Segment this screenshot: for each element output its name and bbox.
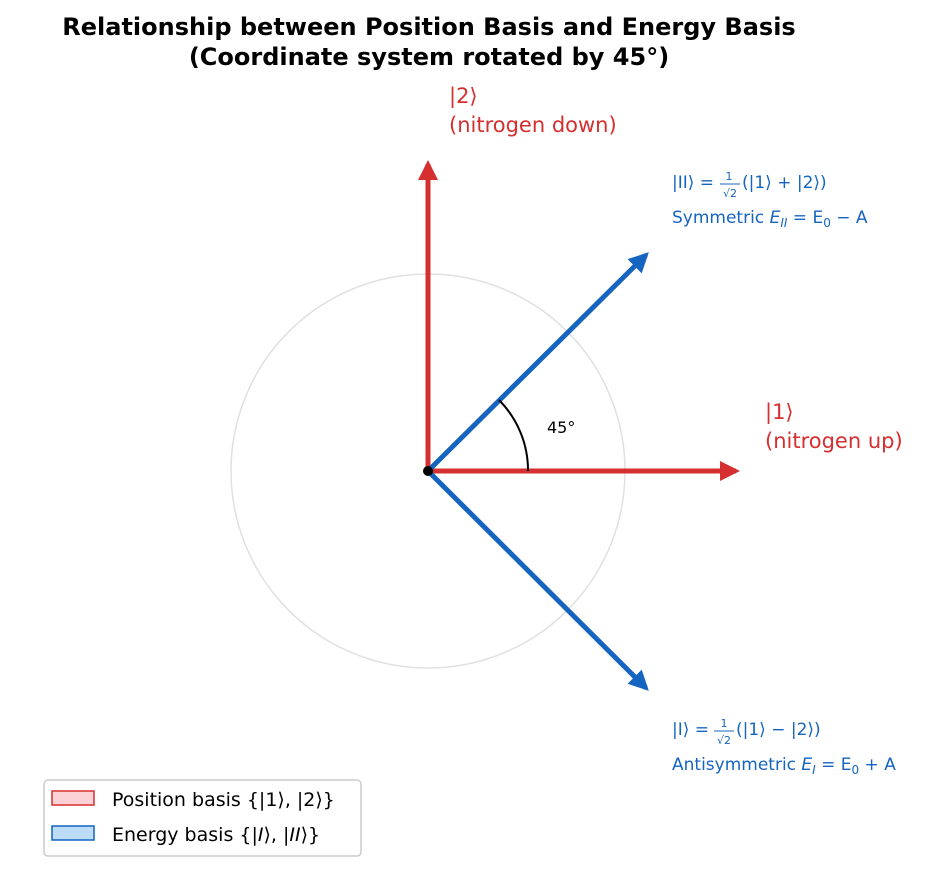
title-line-1: Relationship between Position Basis and … [62, 13, 795, 41]
state-II-energy: Symmetric EII = E0 − A [672, 208, 868, 230]
state-I-annotation: |I⟩ = 1 √2 (|1⟩ − |2⟩) Antisymmetric EI … [672, 717, 896, 777]
legend: Position basis {|1⟩, |2⟩} Energy basis {… [43, 779, 362, 857]
legend-swatch-energy [51, 825, 95, 841]
angle-label: 45° [547, 418, 575, 437]
state-II-frac-numerator: 1 [726, 170, 733, 183]
state-I-equation-lhs: |I⟩ = [672, 720, 709, 740]
angle-arc [498, 399, 530, 472]
state-I-arrow [426, 469, 649, 691]
state-II-frac-denominator: √2 [723, 187, 737, 200]
state-II-equation-rhs: (|1⟩ + |2⟩) [742, 173, 827, 193]
state-I-frac-denominator: √2 [717, 734, 731, 747]
state-I-frac-numerator: 1 [721, 717, 728, 730]
state-II-annotation: |II⟩ = 1 √2 (|1⟩ + |2⟩) Symmetric EII = … [672, 170, 868, 230]
state-I-equation-rhs: (|1⟩ − |2⟩) [736, 720, 821, 740]
title-line-2: (Coordinate system rotated by 45°) [189, 43, 669, 71]
state-2-sublabel: (nitrogen down) [449, 113, 617, 137]
state-I-energy: Antisymmetric EI = E0 + A [672, 755, 896, 777]
legend-frame [43, 779, 362, 857]
state-1-label: |1⟩ [765, 400, 794, 425]
legend-label-position: Position basis {|1⟩, |2⟩} [112, 789, 335, 811]
state-1-sublabel: (nitrogen up) [765, 429, 903, 453]
state-2-label: |2⟩ [449, 84, 478, 109]
legend-label-energy: Energy basis {|I⟩, |II⟩} [112, 824, 320, 846]
origin-point [423, 466, 433, 476]
state-II-equation-lhs: |II⟩ = [672, 173, 714, 193]
legend-swatch-position [51, 790, 95, 806]
state-II-arrow [426, 252, 649, 473]
